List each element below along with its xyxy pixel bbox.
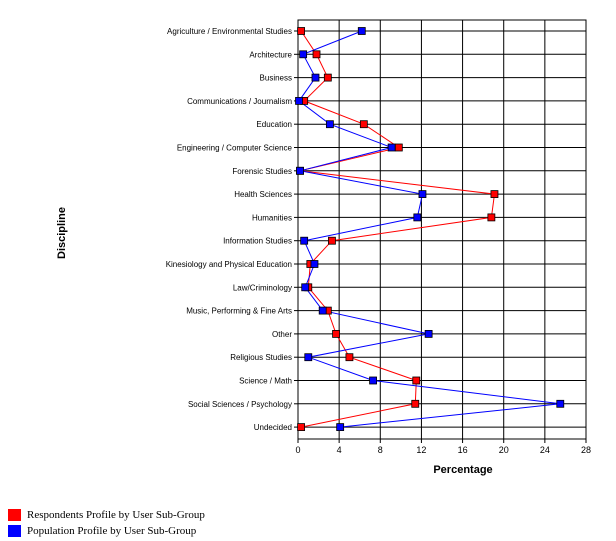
y-tick-label: Communications / Journalism: [187, 97, 292, 106]
data-point-1: [311, 73, 320, 82]
data-point-1: [357, 27, 366, 35]
x-axis-ticks: 0 4 8 12 16 20 24 28: [295, 439, 591, 455]
y-axis-title: Discipline: [56, 207, 68, 259]
y-tick-label: Information Studies: [223, 237, 292, 246]
data-point-1: [310, 260, 319, 268]
y-tick-label: Architecture: [249, 50, 292, 59]
data-point-0: [332, 329, 340, 338]
legend-item-population: Population Profile by User Sub-Group: [8, 524, 205, 538]
x-tick-label: 8: [378, 445, 383, 455]
data-point-1: [336, 423, 345, 432]
data-point-1: [418, 190, 427, 199]
x-tick-label: 12: [416, 445, 426, 455]
y-tick-label: Health Sciences: [234, 190, 292, 199]
data-point-0: [345, 353, 354, 362]
data-point-1: [296, 166, 304, 175]
x-axis-title: Percentage: [433, 464, 492, 476]
data-point-1: [304, 353, 313, 362]
y-tick-label: Humanities: [252, 213, 292, 222]
plot-area: [298, 20, 586, 439]
data-point-0: [412, 376, 421, 385]
data-point-0: [487, 213, 496, 222]
x-tick-label: 4: [337, 445, 342, 455]
x-tick-label: 0: [295, 445, 300, 455]
data-point-0: [490, 190, 499, 199]
data-point-1: [556, 399, 565, 408]
series-line-0: [299, 30, 496, 428]
y-tick-label: Agriculture / Environmental Studies: [167, 27, 292, 36]
y-tick-label: Forensic Studies: [232, 167, 292, 176]
y-tick-label: Engineering / Computer Science: [177, 144, 293, 153]
data-point-0: [297, 27, 305, 35]
y-tick-label: Education: [256, 120, 292, 129]
y-axis-labels: Agriculture / Environmental Studies Archi…: [166, 27, 298, 432]
data-point-0: [328, 236, 336, 245]
y-tick-label: Undecided: [254, 423, 292, 432]
data-point-0: [411, 399, 420, 408]
x-tick-label: 16: [458, 445, 468, 455]
y-tick-label: Business: [260, 74, 292, 83]
y-tick-label: Religious Studies: [230, 353, 292, 362]
data-point-1: [424, 329, 433, 338]
y-tick-label: Social Sciences / Psychology: [188, 400, 292, 409]
data-point-1: [299, 50, 308, 59]
x-tick-label: 20: [499, 445, 509, 455]
data-point-0: [312, 50, 321, 59]
series-markers: [295, 27, 565, 432]
y-tick-label: Law/Criminology: [233, 283, 292, 292]
data-point-1: [300, 236, 309, 245]
y-tick-label: Kinesiology and Physical Education: [166, 260, 292, 269]
grid: [297, 20, 587, 439]
legend-swatch-blue: [8, 525, 21, 537]
data-point-0: [394, 143, 403, 152]
data-point-1: [387, 143, 396, 152]
y-tick-label: Other: [272, 330, 292, 339]
y-tick-label: Music, Performing & Fine Arts: [186, 307, 292, 316]
legend-swatch-red: [8, 509, 21, 521]
data-point-1: [301, 283, 310, 292]
data-point-1: [295, 97, 303, 105]
x-tick-label: 24: [540, 445, 550, 455]
legend-label: Population Profile by User Sub-Group: [27, 525, 197, 537]
data-point-1: [369, 376, 377, 385]
data-point-1: [325, 120, 334, 129]
data-point-1: [318, 306, 327, 315]
x-tick-label: 28: [581, 445, 591, 455]
data-point-0: [323, 73, 332, 82]
legend: Respondents Profile by User Sub-Group Po…: [8, 508, 205, 540]
data-point-1: [413, 213, 422, 222]
legend-item-respondents: Respondents Profile by User Sub-Group: [8, 508, 205, 522]
data-point-0: [359, 120, 368, 129]
data-point-0: [297, 423, 305, 432]
legend-label: Respondents Profile by User Sub-Group: [27, 509, 205, 521]
plot-frame: [297, 19, 587, 440]
y-tick-label: Science / Math: [239, 377, 292, 386]
